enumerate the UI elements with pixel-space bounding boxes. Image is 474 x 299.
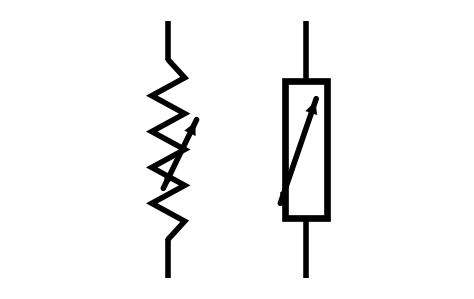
Bar xyxy=(285,81,327,218)
